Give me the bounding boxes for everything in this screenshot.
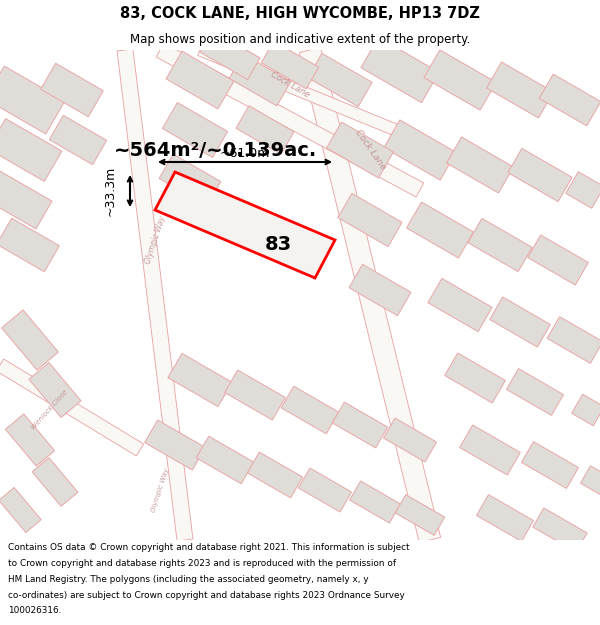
Text: 83: 83 bbox=[265, 236, 292, 254]
Polygon shape bbox=[521, 442, 578, 488]
Polygon shape bbox=[163, 102, 227, 158]
Polygon shape bbox=[332, 402, 388, 448]
Polygon shape bbox=[0, 171, 52, 229]
Polygon shape bbox=[159, 154, 221, 206]
Polygon shape bbox=[2, 310, 58, 370]
Polygon shape bbox=[547, 317, 600, 363]
Polygon shape bbox=[424, 50, 496, 110]
Polygon shape bbox=[407, 202, 473, 258]
Polygon shape bbox=[200, 31, 260, 79]
Polygon shape bbox=[384, 120, 456, 180]
Polygon shape bbox=[383, 418, 437, 462]
Polygon shape bbox=[506, 369, 563, 416]
Polygon shape bbox=[261, 41, 319, 89]
Text: 100026316.: 100026316. bbox=[8, 606, 61, 615]
Text: 83, COCK LANE, HIGH WYCOMBE, HP13 7DZ: 83, COCK LANE, HIGH WYCOMBE, HP13 7DZ bbox=[120, 6, 480, 21]
Polygon shape bbox=[508, 148, 572, 202]
Text: ~564m²/~0.139ac.: ~564m²/~0.139ac. bbox=[113, 141, 317, 159]
Polygon shape bbox=[566, 172, 600, 208]
Polygon shape bbox=[361, 38, 439, 102]
Text: Wenlock Close: Wenlock Close bbox=[31, 389, 69, 431]
Polygon shape bbox=[580, 466, 600, 494]
Polygon shape bbox=[196, 436, 254, 484]
Polygon shape bbox=[349, 264, 411, 316]
Polygon shape bbox=[572, 394, 600, 426]
Polygon shape bbox=[298, 468, 352, 512]
Polygon shape bbox=[487, 62, 553, 118]
Text: HM Land Registry. The polygons (including the associated geometry, namely x, y: HM Land Registry. The polygons (includin… bbox=[8, 575, 368, 584]
Polygon shape bbox=[338, 193, 402, 247]
Polygon shape bbox=[533, 508, 587, 552]
Text: to Crown copyright and database rights 2023 and is reproduced with the permissio: to Crown copyright and database rights 2… bbox=[8, 559, 396, 568]
Polygon shape bbox=[350, 481, 400, 523]
Polygon shape bbox=[29, 362, 81, 418]
Text: co-ordinates) are subject to Crown copyright and database rights 2023 Ordnance S: co-ordinates) are subject to Crown copyr… bbox=[8, 591, 404, 599]
Polygon shape bbox=[395, 494, 445, 536]
Polygon shape bbox=[198, 44, 422, 146]
Polygon shape bbox=[308, 53, 372, 107]
Polygon shape bbox=[155, 172, 335, 278]
Polygon shape bbox=[166, 51, 234, 109]
Polygon shape bbox=[539, 74, 600, 126]
Polygon shape bbox=[229, 54, 291, 106]
Polygon shape bbox=[428, 278, 492, 332]
Polygon shape bbox=[527, 235, 589, 285]
Polygon shape bbox=[490, 297, 550, 347]
Polygon shape bbox=[476, 494, 533, 541]
Polygon shape bbox=[168, 353, 232, 407]
Polygon shape bbox=[299, 48, 440, 542]
Polygon shape bbox=[117, 49, 193, 541]
Polygon shape bbox=[49, 116, 107, 164]
Polygon shape bbox=[468, 218, 532, 272]
Polygon shape bbox=[0, 488, 41, 532]
Polygon shape bbox=[0, 119, 62, 181]
Polygon shape bbox=[247, 452, 302, 498]
Text: Cock Lane: Cock Lane bbox=[269, 70, 311, 100]
Polygon shape bbox=[236, 106, 294, 154]
Polygon shape bbox=[460, 425, 520, 475]
Text: ~33.3m: ~33.3m bbox=[104, 166, 117, 216]
Polygon shape bbox=[145, 420, 205, 470]
Polygon shape bbox=[5, 414, 55, 466]
Text: Cock Lane: Cock Lane bbox=[353, 128, 387, 172]
Polygon shape bbox=[0, 218, 59, 272]
Polygon shape bbox=[445, 353, 505, 403]
Polygon shape bbox=[32, 458, 78, 506]
Polygon shape bbox=[41, 63, 103, 117]
Polygon shape bbox=[156, 43, 424, 197]
Text: Map shows position and indicative extent of the property.: Map shows position and indicative extent… bbox=[130, 32, 470, 46]
Text: Olympic Way: Olympic Way bbox=[150, 468, 170, 512]
Polygon shape bbox=[224, 370, 286, 420]
Polygon shape bbox=[326, 122, 394, 178]
Polygon shape bbox=[281, 386, 339, 434]
Text: ~61.0m: ~61.0m bbox=[220, 147, 270, 160]
Text: Olympic Way: Olympic Way bbox=[143, 215, 167, 265]
Text: Contains OS data © Crown copyright and database right 2021. This information is : Contains OS data © Crown copyright and d… bbox=[8, 543, 409, 552]
Polygon shape bbox=[0, 66, 65, 134]
Polygon shape bbox=[0, 359, 143, 456]
Polygon shape bbox=[446, 137, 514, 193]
